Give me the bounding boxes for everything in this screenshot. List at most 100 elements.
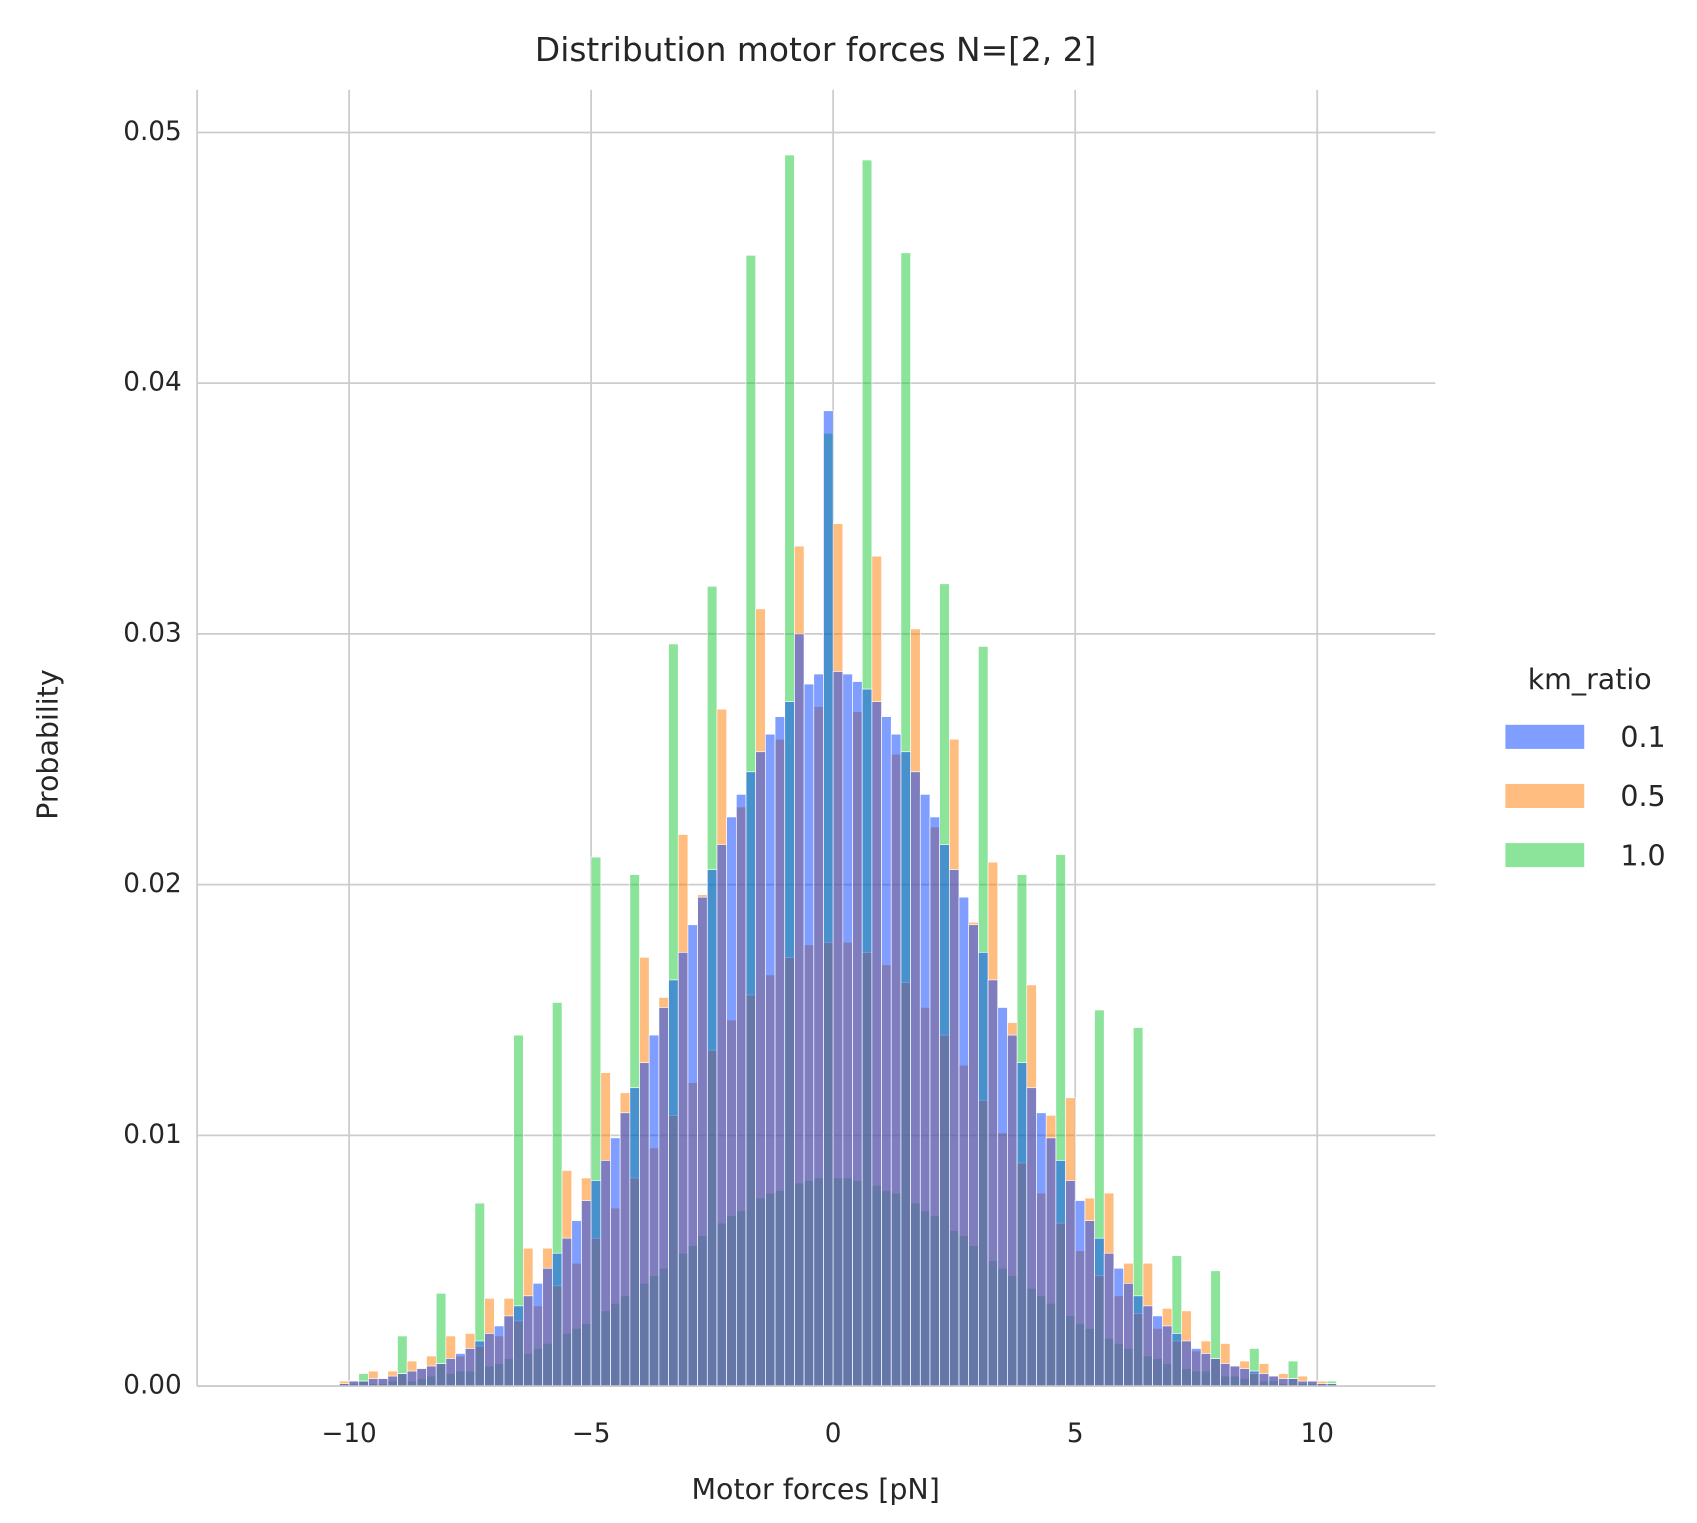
bar <box>929 816 940 1387</box>
bar <box>1065 1180 1076 1387</box>
bar <box>1249 1370 1260 1387</box>
bar <box>1007 1034 1018 1387</box>
bar <box>706 869 718 1387</box>
bar <box>619 1112 631 1387</box>
bar <box>397 1373 408 1387</box>
bar <box>1055 1160 1066 1387</box>
bar <box>958 896 970 1387</box>
bar <box>1094 1237 1105 1387</box>
bar <box>1123 1282 1134 1387</box>
bar <box>871 701 882 1387</box>
bar <box>948 869 960 1387</box>
bar <box>755 751 766 1387</box>
bar <box>736 794 747 1387</box>
bar <box>939 844 950 1387</box>
bar <box>1210 1358 1221 1387</box>
bar <box>629 1087 640 1387</box>
bar <box>368 1378 379 1387</box>
bar <box>377 1378 389 1387</box>
bar <box>387 1375 398 1387</box>
bar <box>784 701 795 1387</box>
bar <box>677 952 689 1387</box>
bar <box>445 1358 456 1387</box>
bar <box>1268 1375 1279 1387</box>
x-tick-label: −10 <box>321 1419 376 1449</box>
bar <box>745 771 757 1387</box>
bar <box>774 716 786 1387</box>
bar <box>803 683 815 1387</box>
bar <box>1229 1365 1241 1387</box>
legend-swatch <box>1505 843 1585 868</box>
bar <box>1026 1087 1037 1387</box>
bar <box>552 1252 563 1387</box>
bar <box>1191 1348 1202 1387</box>
legend-swatch <box>1505 783 1585 809</box>
bar <box>687 924 698 1387</box>
y-axis-label: Probability <box>31 669 64 819</box>
bar <box>861 688 873 1387</box>
bar <box>1045 1137 1057 1387</box>
bar <box>1258 1373 1270 1387</box>
x-tick-label: 10 <box>1301 1419 1334 1449</box>
legend-label: 0.1 <box>1620 721 1665 754</box>
bar <box>1220 1363 1231 1387</box>
bar <box>726 816 737 1387</box>
bar <box>1278 1378 1289 1387</box>
bar <box>416 1368 427 1387</box>
bar <box>455 1353 466 1387</box>
bar <box>1161 1325 1173 1387</box>
bar <box>590 1180 602 1387</box>
y-tick-label: 0.04 <box>123 368 181 398</box>
bar <box>716 844 727 1387</box>
bar <box>987 979 999 1387</box>
bar <box>900 751 911 1387</box>
bar <box>697 896 708 1387</box>
bar <box>1142 1305 1153 1387</box>
bar <box>542 1267 553 1387</box>
bar <box>1113 1267 1124 1387</box>
bar <box>523 1295 534 1387</box>
bar <box>852 681 863 1387</box>
y-tick-label: 0.01 <box>123 1120 181 1150</box>
bar <box>648 1034 660 1387</box>
bar <box>1084 1220 1095 1387</box>
bar <box>1287 1378 1299 1387</box>
bar <box>1036 1112 1047 1387</box>
y-tick-label: 0.03 <box>123 618 181 648</box>
bar <box>1074 1200 1086 1387</box>
bar <box>561 1237 573 1387</box>
legend-title: km_ratio <box>1528 663 1652 696</box>
y-tick-label: 0.05 <box>123 117 181 147</box>
bar <box>610 1137 621 1387</box>
bar <box>813 673 824 1387</box>
bar <box>823 410 834 1387</box>
bar <box>406 1370 418 1387</box>
bar <box>639 1062 650 1387</box>
bar <box>571 1220 582 1387</box>
legend-label: 1.0 <box>1620 839 1665 872</box>
bar <box>794 633 805 1387</box>
bar <box>1200 1353 1212 1387</box>
x-tick-label: 5 <box>1067 1419 1084 1449</box>
bar <box>658 1007 669 1387</box>
bar <box>890 733 902 1387</box>
bar <box>1152 1315 1163 1387</box>
bar <box>600 1160 611 1387</box>
legend-label: 0.5 <box>1620 780 1665 813</box>
bar <box>1132 1295 1144 1387</box>
bar <box>881 716 892 1387</box>
y-tick-label: 0.00 <box>123 1371 181 1401</box>
bar <box>426 1365 437 1387</box>
bar <box>493 1325 505 1387</box>
bar <box>513 1305 524 1387</box>
legend-swatch <box>1505 724 1585 749</box>
bar <box>978 952 989 1387</box>
bar <box>832 671 844 1387</box>
bar <box>503 1315 514 1387</box>
bar <box>765 733 776 1387</box>
bar <box>1181 1340 1192 1387</box>
bar <box>1103 1252 1115 1387</box>
bar <box>968 924 979 1387</box>
bar <box>1171 1333 1183 1387</box>
